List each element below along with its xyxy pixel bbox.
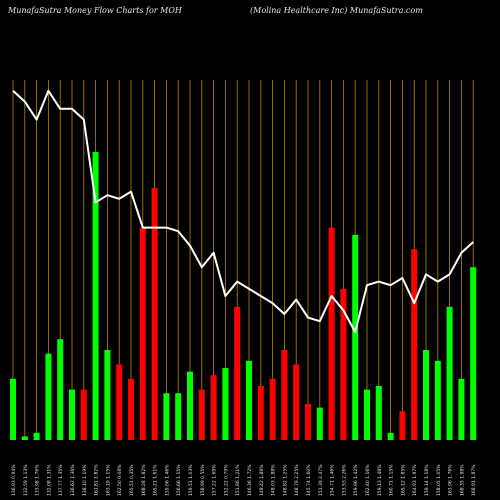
money-flow-bar — [116, 364, 123, 440]
money-flow-bar — [328, 227, 335, 440]
money-flow-bar — [33, 432, 40, 440]
x-tick-label: 158.05 1.05% — [436, 464, 442, 496]
x-tick-label: 133.98 1.76% — [35, 464, 41, 496]
x-tick-label: 151.39 2.47% — [318, 464, 324, 496]
x-tick-label: 148.42 1.88% — [259, 464, 265, 496]
money-flow-bar — [411, 249, 418, 440]
x-tick-label: 158.99 0.55% — [200, 464, 206, 496]
money-flow-bar — [128, 378, 134, 440]
x-tick-label: 148.82 1.25% — [282, 464, 288, 496]
money-flow-bar — [80, 389, 87, 440]
x-tick-label: 153.53 2.26% — [341, 464, 347, 496]
grid-lines — [12, 80, 474, 440]
x-tick-label: 159.14 1.18% — [424, 464, 430, 496]
chart-title: MunafaSutra Money Flow Charts for MOH — [8, 6, 182, 15]
x-tick-label: 159.13 1.48% — [377, 464, 383, 496]
money-flow-bar — [375, 386, 382, 440]
money-flow-bar — [10, 378, 16, 440]
x-tick-label: 165.12 1.85% — [400, 464, 406, 496]
money-flow-bar — [69, 389, 75, 440]
money-flow-bar — [57, 339, 64, 440]
x-tick-label: 137.77 1.35% — [58, 464, 64, 496]
money-flow-bar — [458, 378, 465, 440]
x-tick-label: 132.59 1.13% — [23, 464, 29, 496]
x-tick-label: 168.28 1.82% — [141, 464, 147, 496]
x-tick-label: 157.22 1.69% — [212, 464, 218, 496]
money-flow-bar — [210, 375, 217, 440]
x-tick-label: 168.35 1.98% — [459, 464, 465, 496]
money-flow-bar — [269, 378, 276, 440]
money-flow-bar — [446, 306, 453, 440]
bar-series — [10, 152, 477, 440]
x-tick-label: 165.51 0.35% — [129, 464, 135, 496]
money-flow-bar — [104, 350, 111, 440]
x-tick-label: 154.71 1.46% — [330, 464, 336, 496]
money-flow-bar — [316, 407, 323, 440]
money-flow-bar — [423, 350, 429, 440]
x-tick-label: 161.81 1.82% — [94, 464, 100, 496]
line-series — [12, 89, 474, 333]
money-flow-bar — [234, 306, 241, 440]
x-tick-label: 136.93 0.94% — [11, 464, 17, 496]
x-tick-label: 159.51 1.03% — [188, 464, 194, 496]
x-tick-labels: 136.93 0.94% 132.59 1.13% 133.98 1.76% 132.… — [11, 464, 477, 496]
money-flow-bar — [187, 371, 193, 440]
x-tick-label: 148.03 1.88% — [271, 464, 277, 496]
money-flow-bar — [434, 360, 441, 440]
x-tick-label: 160.71 1.15% — [389, 464, 395, 496]
money-flow-bar — [139, 227, 146, 440]
money-flow-bar — [470, 267, 477, 440]
money-flow-bar — [92, 152, 99, 440]
money-flow-bar — [399, 411, 406, 440]
x-tick-label: 145.74 1.60% — [306, 464, 312, 496]
x-tick-label: 132.08 1.31% — [46, 464, 52, 496]
money-flow-bar — [257, 386, 264, 440]
x-tick-label: 148.79 2.25% — [294, 464, 300, 496]
x-tick-label: 156.66 1.15% — [176, 464, 182, 496]
x-tick-label: 159.06 1.46% — [164, 464, 170, 496]
money-flow-bar — [222, 368, 229, 440]
x-tick-label: 162.40 1.16% — [365, 464, 371, 496]
money-flow-bar — [281, 350, 288, 440]
x-tick-label: 146.36 1.72% — [247, 464, 253, 496]
money-flow-bar — [352, 234, 359, 440]
x-tick-label: 165.21 1.61% — [153, 464, 159, 496]
chart-subtitle: (Molina Healthcare Inc) MunafaSutra.com — [250, 6, 423, 15]
x-tick-label: 138.10 1.19% — [82, 464, 88, 496]
money-flow-bar — [151, 188, 158, 440]
x-tick-label: 152.22 0.79% — [223, 464, 229, 496]
money-flow-bar — [387, 432, 394, 440]
money-flow-bar — [163, 393, 170, 440]
x-tick-label: 163.19 1.15% — [105, 464, 111, 496]
money-flow-bar — [198, 389, 205, 440]
x-tick-label: 168.91 1.87% — [471, 464, 477, 496]
money-flow-bar — [175, 393, 182, 440]
money-flow-bar — [364, 389, 370, 440]
x-tick-label: 163.96 1.76% — [448, 464, 454, 496]
price-line — [12, 89, 474, 333]
money-flow-bar — [340, 288, 347, 440]
money-flow-bar — [45, 353, 52, 440]
money-flow-bar — [21, 436, 28, 440]
x-tick-label: 159.96 1.42% — [353, 464, 359, 496]
money-flow-bar — [305, 404, 311, 440]
x-tick-label: 164.93 1.97% — [412, 464, 418, 496]
x-tick-label: 162.50 0.08% — [117, 464, 123, 496]
money-flow-bar — [293, 364, 300, 440]
x-tick-label: 151.86 1.21% — [235, 464, 241, 496]
x-tick-label: 136.62 1.36% — [70, 464, 76, 496]
money-flow-bar — [246, 360, 252, 440]
